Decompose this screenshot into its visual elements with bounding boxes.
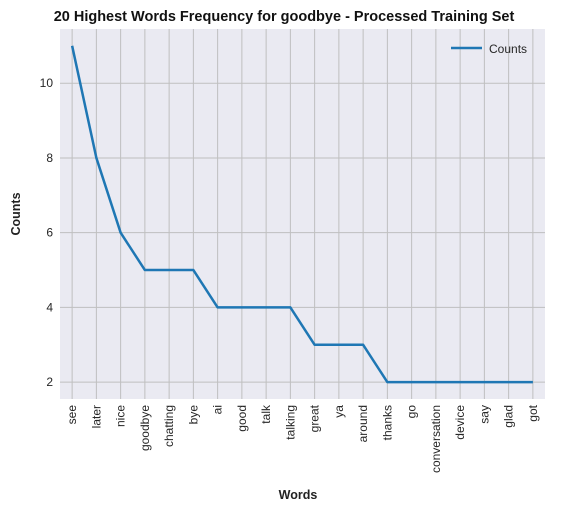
x-tick-label: ya [332,405,346,418]
x-tick-label: talk [259,404,273,424]
x-tick-label: glad [502,405,516,428]
x-tick-label: talking [283,405,297,440]
x-tick-label: go [405,405,419,419]
series-layer [70,45,533,384]
x-tick-label: around [356,405,370,442]
y-tick-label: 8 [46,151,53,165]
x-tick-label: see [65,405,79,425]
x-tick-label: bye [186,405,200,425]
x-tick-label: great [308,404,322,432]
x-tick-label: conversation [429,405,443,473]
y-tick-label: 6 [46,226,53,240]
x-tick-label: thanks [380,405,394,440]
y-tick-label: 4 [46,300,53,314]
x-tick-label: chatting [162,405,176,447]
y-tick-label: 10 [40,76,54,90]
x-tick-label: goodbye [138,405,152,451]
x-tick-label: good [235,405,249,432]
y-tick-label: 2 [46,375,53,389]
y-axis-label: Counts [9,192,23,235]
x-tick-label: ai [211,405,225,414]
plot-area [60,29,545,399]
legend: Counts [451,42,527,56]
x-tick-label: say [477,405,491,424]
x-axis-label: Words [279,488,318,502]
grid-lines [60,29,545,399]
x-tick-label: nice [114,405,128,427]
x-tick-label: got [526,404,540,421]
x-tick-label: device [453,405,467,440]
legend-label-counts: Counts [489,42,527,56]
x-axis-ticks: see later nice goodbye chatting bye ai good talk… [65,404,540,473]
x-tick-label: later [89,405,103,428]
y-axis-ticks: 2 4 6 8 10 [40,76,54,389]
series-line-counts [70,45,533,384]
chart-title: 20 Highest Words Frequency for goodbye -… [54,9,515,25]
